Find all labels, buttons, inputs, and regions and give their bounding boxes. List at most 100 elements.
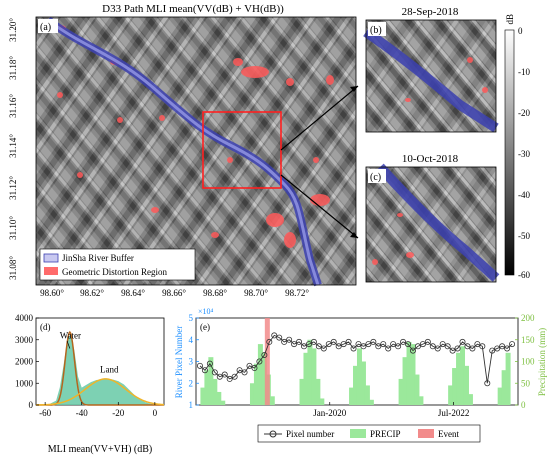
lon-tick-label: 98.70° — [244, 288, 268, 298]
panel-e-multiplier: ×10⁴ — [198, 307, 214, 316]
pixel-number-point — [211, 369, 218, 376]
precip-bar — [204, 370, 210, 405]
d-x-tick-label: -20 — [112, 408, 124, 418]
pixel-number-point — [246, 362, 253, 369]
pixel-number-point — [424, 338, 431, 345]
colorbar-tick: -10 — [518, 67, 530, 77]
panel-a-label-bg — [38, 19, 58, 33]
pixel-number-point — [380, 341, 387, 348]
lon-tick-label: 98.62° — [80, 288, 104, 298]
colorbar-tick: 0 — [518, 26, 523, 36]
arrow-head-b — [350, 86, 358, 92]
panel-d-histogram: Water Land -60 -40 -20 0 0 1000 2000 3000 4000 (d)… — [15, 313, 165, 455]
land-fit-line — [35, 378, 165, 406]
precip-bar — [303, 352, 309, 405]
pixel-number-point — [405, 341, 412, 348]
colorbar-tick: -60 — [518, 270, 530, 280]
precip-bar — [269, 396, 275, 405]
panel-b-date: 28-Sep-2018 — [402, 6, 459, 18]
pixel-number-point — [256, 358, 263, 365]
pixel-number-point — [350, 345, 357, 352]
panel-d-xlabel: MLI mean(VV+VH) (dB) — [48, 444, 153, 455]
lat-tick-label: 31.18° — [8, 56, 18, 80]
precip-bar — [414, 374, 420, 405]
annotation-water-pointer — [66, 340, 71, 349]
precip-bar — [402, 357, 408, 405]
precip-bar — [463, 365, 469, 405]
pixel-number-point — [365, 341, 372, 348]
legend-marker-pixel — [269, 430, 277, 438]
pixel-number-point — [345, 338, 352, 345]
lon-tick-label: 98.72° — [285, 288, 309, 298]
panel-a-frame — [35, 16, 357, 286]
precip-bar — [460, 346, 466, 405]
pixel-number-point — [400, 338, 407, 345]
precip-bar — [456, 352, 462, 405]
pixel-number-point — [305, 341, 312, 348]
pixel-number-point — [196, 362, 203, 369]
panel-a-lon-axis: 98.60° 98.62° 98.64° 98.66° 98.68° 98.70… — [40, 288, 309, 298]
precip-bar — [418, 396, 424, 405]
pixel-number-point — [469, 345, 476, 352]
pixel-number-point — [474, 341, 481, 348]
d-y-tick-label: 4000 — [15, 313, 34, 323]
precip-bar — [452, 368, 458, 405]
precip-bar — [448, 385, 454, 405]
panel-e-ylabel-right: Precipitation (mm) — [537, 328, 547, 396]
panel-a-lat-axis: 31.20° 31.18° 31.16° 31.14° 31.12° 31.10… — [8, 18, 18, 280]
pixel-number-point — [355, 341, 362, 348]
pixel-number-point — [226, 375, 233, 382]
pixel-number-point — [370, 338, 377, 345]
legend-label-precip: PRECIP — [370, 429, 401, 439]
precip-bar — [356, 348, 362, 405]
e-right-tick-label: 0 — [521, 400, 526, 410]
panel-c: 10-Oct-2018 (c) — [365, 153, 500, 283]
precip-bar — [467, 394, 473, 405]
d-y-tick-label: 3000 — [15, 335, 34, 345]
pixel-number-point — [390, 341, 397, 348]
d-y-tick-label: 2000 — [15, 357, 34, 367]
annotation-land: Land — [100, 364, 119, 374]
lon-tick-label: 98.66° — [162, 288, 186, 298]
pixel-number-point — [385, 345, 392, 352]
pixel-number-point — [504, 345, 511, 352]
lat-tick-label: 31.08° — [8, 256, 18, 280]
pixel-number-point — [395, 343, 402, 350]
e-left-tick-label: 2 — [189, 378, 194, 388]
e-left-tick-label: 3 — [189, 357, 194, 367]
precip-bar — [315, 378, 321, 405]
pixel-number-point — [459, 338, 466, 345]
event-band — [264, 318, 270, 405]
pixel-number-point — [444, 343, 451, 350]
precip-bar — [311, 348, 317, 405]
pixel-number-point — [315, 343, 322, 350]
pixel-number-point — [484, 380, 491, 387]
pixel-number-point — [335, 343, 342, 350]
d-y-tick-label: 1000 — [15, 378, 34, 388]
pixel-number-point — [489, 347, 496, 354]
d-y-tick-label: 0 — [29, 400, 34, 410]
precip-bar — [398, 378, 404, 405]
lon-tick-label: 98.64° — [121, 288, 145, 298]
colorbar: dB 0 -10 -20 -30 -40 -50 -60 — [504, 14, 530, 280]
pixel-number-point — [286, 336, 293, 343]
lat-tick-label: 31.14° — [8, 134, 18, 158]
precip-bar — [353, 365, 359, 405]
panel-c-river — [376, 163, 500, 282]
pixel-number-point — [320, 345, 327, 352]
precip-bar — [368, 399, 374, 405]
precip-bar — [406, 341, 412, 405]
pixel-number-point — [201, 367, 208, 374]
pixel-number-point — [251, 365, 258, 372]
lat-tick-label: 31.10° — [8, 216, 18, 240]
e-left-tick-label: 4 — [189, 335, 194, 345]
histogram-area — [41, 333, 159, 405]
annotation-water: Water — [60, 331, 81, 341]
legend-label-river: JinSha River Buffer — [62, 253, 134, 263]
colorbar-tick: -20 — [518, 108, 530, 118]
pixel-number-point — [340, 341, 347, 348]
panel-b-label: (b) — [370, 25, 382, 36]
panel-c-label: (c) — [370, 172, 381, 183]
e-right-tick-label: 50 — [521, 378, 531, 388]
colorbar-gradient — [504, 29, 515, 276]
